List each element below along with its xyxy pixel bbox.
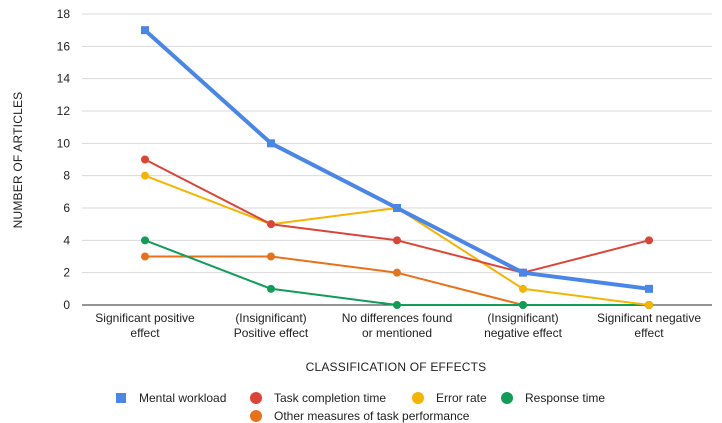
series-line-0 bbox=[143, 28, 651, 291]
gridlines bbox=[82, 13, 712, 306]
data-point-2-4 bbox=[645, 301, 653, 309]
y-tick-label: 18 bbox=[57, 7, 71, 21]
data-point-3-3 bbox=[519, 301, 527, 309]
y-tick-label: 6 bbox=[63, 201, 70, 215]
legend-marker-1 bbox=[250, 392, 262, 404]
series-markers bbox=[141, 26, 653, 309]
x-axis-title: CLASSIFICATION OF EFFECTS bbox=[306, 360, 487, 374]
data-point-4-0 bbox=[141, 252, 149, 261]
x-tick-label-line: (Insignificant) bbox=[487, 311, 558, 325]
x-tick-label-line: or mentioned bbox=[362, 326, 432, 340]
data-point-3-1 bbox=[267, 284, 275, 293]
legend-marker-4 bbox=[250, 410, 262, 422]
x-tick-label-line: (Insignificant) bbox=[235, 311, 306, 325]
y-axis-title: NUMBER OF ARTICLES bbox=[11, 92, 25, 229]
data-point-1-0 bbox=[141, 155, 149, 164]
x-axis-ticks: Significant positive effect(Insignificant… bbox=[95, 311, 701, 340]
legend: Mental workload Task completion time Error… bbox=[116, 391, 605, 423]
data-point-3-2 bbox=[393, 301, 401, 309]
data-point-0-1 bbox=[267, 139, 275, 148]
legend-label-1: Task completion time bbox=[274, 391, 386, 405]
y-tick-label: 12 bbox=[57, 104, 71, 118]
y-tick-label: 2 bbox=[63, 266, 70, 280]
data-point-2-0 bbox=[141, 171, 149, 180]
y-tick-label: 0 bbox=[63, 298, 70, 312]
x-tick-label-line: effect bbox=[130, 326, 160, 340]
y-tick-label: 8 bbox=[63, 169, 70, 183]
x-tick-label: Significant positive effect bbox=[95, 311, 195, 340]
legend-label-3: Response time bbox=[525, 391, 605, 405]
legend-label-0: Mental workload bbox=[139, 391, 226, 405]
data-point-0-3 bbox=[519, 268, 527, 277]
data-point-1-2 bbox=[393, 236, 401, 245]
data-point-0-0 bbox=[141, 26, 149, 35]
data-point-1-1 bbox=[267, 220, 275, 229]
x-tick-label: No differences found or mentioned bbox=[342, 311, 453, 340]
legend-marker-0 bbox=[116, 393, 126, 403]
data-point-0-2 bbox=[393, 204, 401, 212]
x-tick-label-line: negative effect bbox=[484, 326, 563, 340]
data-point-2-3 bbox=[519, 284, 527, 293]
x-tick-label-line: Significant negative bbox=[597, 311, 701, 325]
data-point-0-4 bbox=[645, 284, 653, 293]
y-tick-label: 4 bbox=[63, 233, 70, 247]
y-tick-label: 14 bbox=[57, 72, 71, 86]
x-tick-label: (Insignificant) negative effect bbox=[484, 311, 563, 340]
x-tick-label: (Insignificant) Positive effect bbox=[234, 311, 309, 340]
legend-label-2: Error rate bbox=[436, 391, 487, 405]
legend-label-4: Other measures of task performance bbox=[274, 409, 470, 423]
legend-marker-3 bbox=[501, 392, 513, 404]
data-point-3-0 bbox=[141, 236, 149, 245]
data-point-4-1 bbox=[267, 252, 275, 261]
legend-marker-2 bbox=[412, 392, 424, 404]
x-tick-label-line: effect bbox=[634, 326, 664, 340]
data-point-4-2 bbox=[393, 268, 401, 277]
data-point-1-4 bbox=[645, 236, 653, 245]
x-tick-label-line: No differences found bbox=[342, 311, 453, 325]
series-lines bbox=[143, 28, 651, 306]
y-axis-ticks: 0 2 4 6 8 10 12 14 16 18 bbox=[57, 7, 71, 312]
x-tick-label-line: Significant positive bbox=[95, 311, 195, 325]
x-tick-label-line: Positive effect bbox=[234, 326, 309, 340]
y-tick-label: 16 bbox=[57, 39, 71, 53]
x-tick-label: Significant negative effect bbox=[597, 311, 701, 340]
y-tick-label: 10 bbox=[57, 136, 71, 150]
